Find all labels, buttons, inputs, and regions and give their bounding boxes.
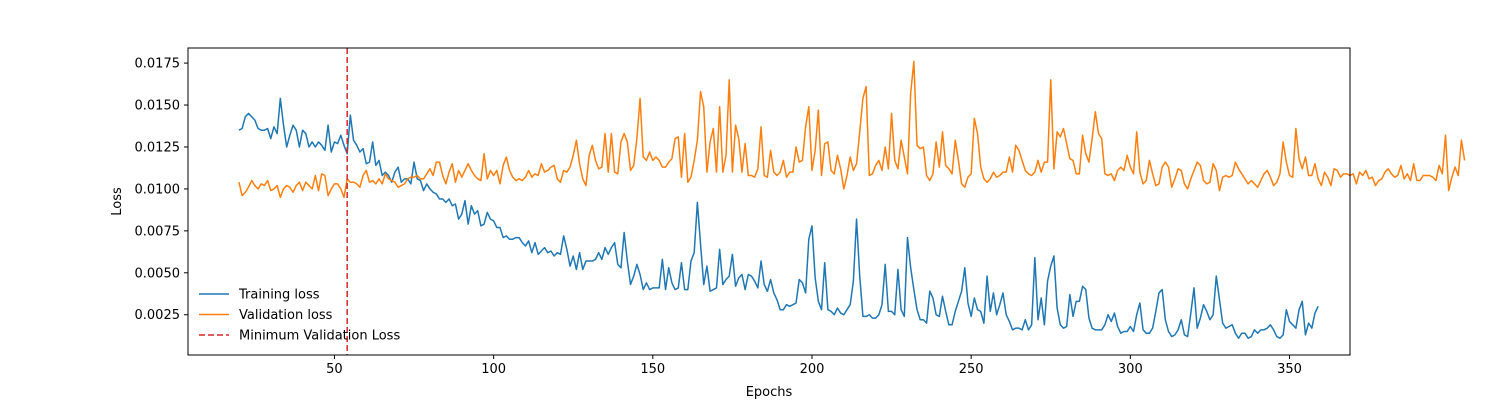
series-line-training — [238, 97, 1319, 339]
x-tick-label: 100 — [481, 362, 506, 377]
x-tick-label: 150 — [640, 362, 665, 377]
x-tick-label: 350 — [1277, 362, 1302, 377]
legend: Training loss Validation loss Minimum Vali… — [199, 288, 400, 344]
y-tick-label: 0.0125 — [135, 140, 181, 155]
y-tick-label: 0.0150 — [135, 99, 181, 114]
x-tick-label: 250 — [959, 362, 984, 377]
y-tick-label: 0.0075 — [135, 224, 181, 239]
y-tick-label: 0.0100 — [135, 182, 181, 197]
x-tick-label: 50 — [326, 362, 343, 377]
x-tick-label: 300 — [1118, 362, 1143, 377]
x-axis-label: Epochs — [746, 385, 793, 400]
y-tick-label: 0.0175 — [135, 57, 181, 72]
legend-label: Validation loss — [239, 308, 333, 323]
y-tick-label: 0.0025 — [135, 308, 181, 323]
series-line-validation — [238, 60, 1466, 199]
legend-label: Minimum Validation Loss — [239, 329, 400, 344]
axes-frame — [187, 47, 1351, 356]
y-axis: 0.0025 0.0050 0.0075 0.0100 0.0125 0.0150 0.01… — [135, 57, 188, 323]
x-tick-label: 200 — [800, 362, 825, 377]
y-axis-label: Loss — [110, 187, 125, 216]
y-tick-label: 0.0050 — [135, 266, 181, 281]
legend-label: Training loss — [238, 288, 320, 303]
x-axis: 50 100 150 200 250 300 350 — [326, 355, 1302, 377]
plot-area — [238, 48, 1466, 355]
